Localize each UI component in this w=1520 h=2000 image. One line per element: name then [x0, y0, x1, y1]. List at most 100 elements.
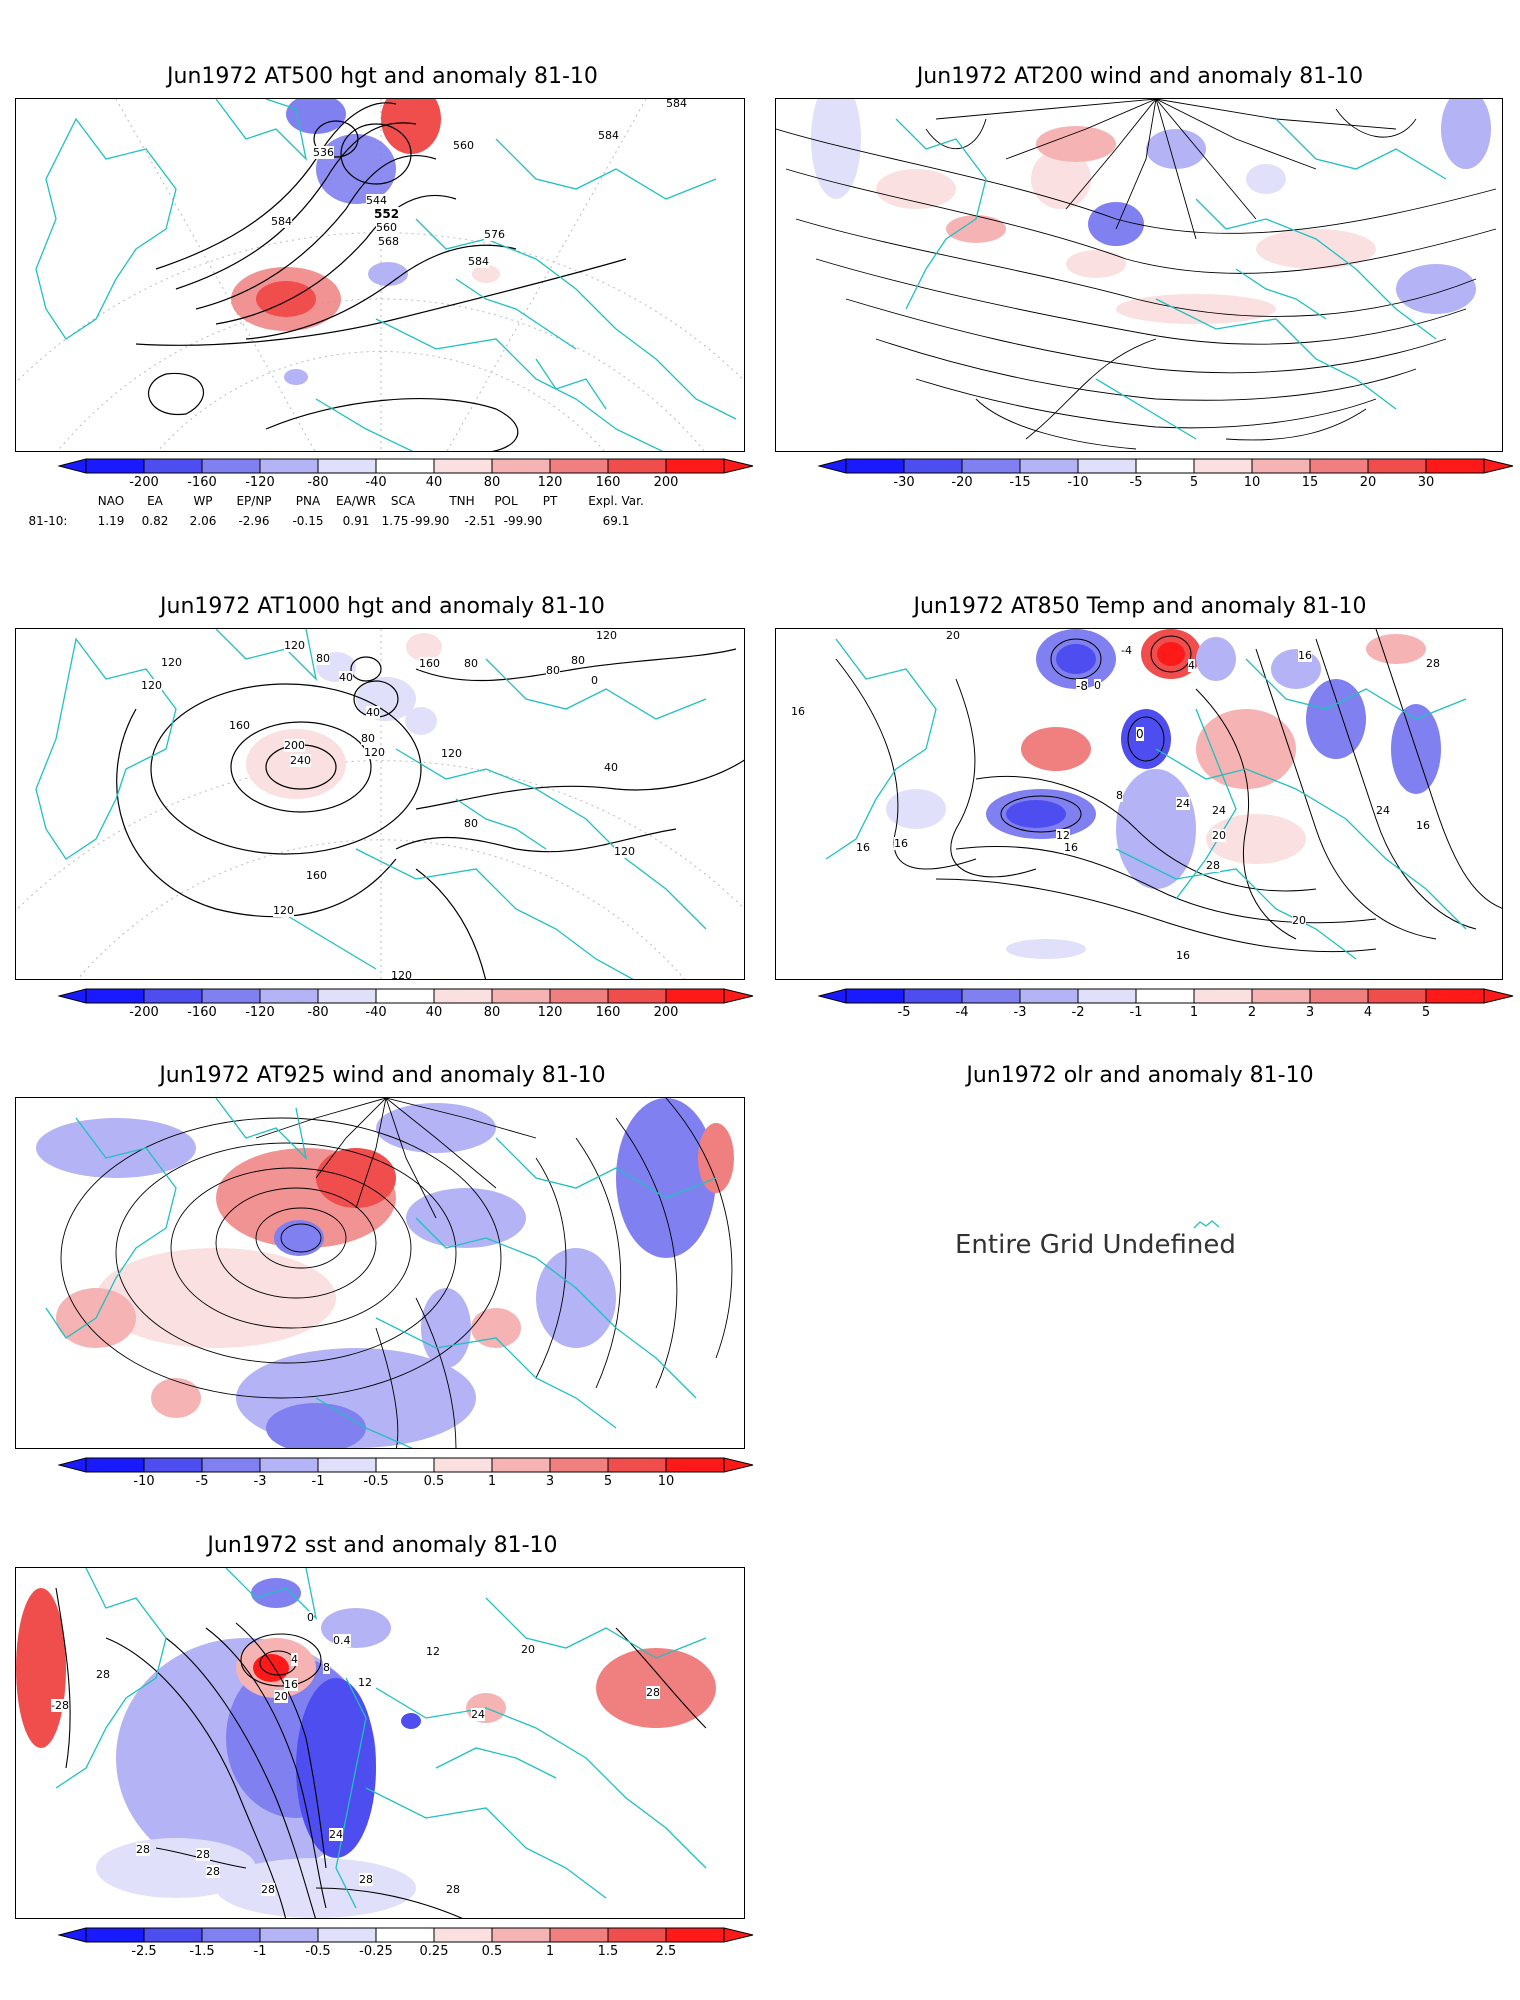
teleconn-header: WP — [193, 494, 213, 508]
colorbar-swatch — [433, 458, 493, 474]
colorbar-swatch — [1251, 988, 1311, 1004]
colorbar-swatch — [607, 1457, 667, 1473]
teleconn-header: Expl. Var. — [588, 494, 644, 508]
contour-label: 24 — [329, 1828, 343, 1841]
colorbar-arrow-high — [1483, 458, 1514, 474]
colorbar-swatch — [961, 988, 1021, 1004]
contour-label: 28 — [1426, 657, 1440, 670]
colorbar-tick-label: -30 — [893, 475, 915, 490]
colorbar-swatch — [491, 458, 551, 474]
colorbar-swatch — [1077, 988, 1137, 1004]
contour-label: 584 — [666, 98, 687, 110]
map-200wind-graphic — [776, 99, 1502, 451]
colorbar-swatch — [549, 1457, 609, 1473]
colorbar-tick-label: -10 — [133, 1474, 155, 1489]
colorbar-tick-label: -0.5 — [363, 1474, 389, 1489]
contour-label: 160 — [419, 657, 440, 670]
colorbar-tick-label: -40 — [365, 475, 387, 490]
colorbar-swatch — [607, 458, 667, 474]
contour-label: 16 — [1176, 949, 1190, 962]
colorbar-swatch — [1193, 458, 1253, 474]
teleconnection-table: NAO EA WP EP/NP PNA EA/WR SCA TNH POL PT… — [0, 494, 760, 534]
colorbar-swatch — [201, 1457, 261, 1473]
colorbar-tick-label: 0.5 — [481, 1944, 503, 1959]
colorbar-arrow-low — [58, 988, 87, 1004]
contour-label: 584 — [468, 255, 489, 268]
colorbar-swatch — [259, 988, 319, 1004]
colorbar-tick-label: 40 — [425, 1005, 443, 1020]
contour-label: 160 — [306, 869, 327, 882]
teleconn-header: EA — [147, 494, 163, 508]
panel-title-1000hgt: Jun1972 AT1000 hgt and anomaly 81-10 — [160, 594, 605, 619]
colorbar-swatch — [201, 458, 261, 474]
colorbar-tick-label: 20 — [1359, 475, 1377, 490]
colorbar-swatch — [1425, 458, 1485, 474]
contour-label: 80 — [361, 732, 375, 745]
colorbar-swatch — [549, 988, 609, 1004]
contour-label: 28 — [96, 1668, 110, 1681]
teleconn-value: 0.82 — [141, 514, 169, 528]
colorbar-tick-label: 40 — [425, 475, 443, 490]
colorbar-swatch — [607, 988, 667, 1004]
colorbar-tick-label: 120 — [537, 475, 563, 490]
map-panel-sst: 28 20 16 12 8 4 0 0.4 12 20 24 28 24 28 … — [15, 1567, 745, 1919]
teleconn-value: 2.06 — [189, 514, 217, 528]
colorbar-swatch — [961, 458, 1021, 474]
colorbar-swatch — [317, 1927, 377, 1943]
contour-label: 24 — [1176, 797, 1190, 810]
colorbar-swatch — [1193, 988, 1253, 1004]
colorbar-tick-label: 3 — [1305, 1005, 1315, 1020]
contour-label: 0 — [1136, 727, 1144, 741]
olr-undefined-message: Entire Grid Undefined — [955, 1230, 1236, 1260]
colorbar-swatch — [433, 1457, 493, 1473]
colorbar-swatch — [665, 1457, 725, 1473]
colorbar-swatch — [85, 1927, 145, 1943]
colorbar-arrow-low — [818, 988, 847, 1004]
colorbar-swatch — [665, 988, 725, 1004]
contour-label: 120 — [141, 679, 162, 692]
colorbar-tick-label: -200 — [129, 1005, 159, 1020]
contour-label: 24 — [1212, 804, 1226, 817]
teleconn-header: PT — [542, 494, 558, 508]
colorbar-arrow-low — [818, 458, 847, 474]
colorbar-swatch — [259, 1927, 319, 1943]
teleconn-value: -0.15 — [292, 514, 324, 528]
colorbar-tick-label: 200 — [653, 1005, 679, 1020]
contour-label: 80 — [546, 664, 560, 677]
colorbar-swatch — [317, 988, 377, 1004]
contour-label: 40 — [604, 761, 618, 774]
contour-label: 20 — [274, 1690, 288, 1703]
colorbar-tick-label: -5 — [195, 1474, 209, 1489]
colorbar-swatch — [143, 458, 203, 474]
panel-title-200wind: Jun1972 AT200 wind and anomaly 81-10 — [916, 64, 1364, 89]
colorbar-swatch — [259, 458, 319, 474]
colorbar-tick-label: 2 — [1247, 1005, 1257, 1020]
map-panel-850temp: 20 -8 -4 4 0 16 28 16 0 8 20 24 12 16 16… — [775, 628, 1503, 980]
contour-label: 120 — [441, 747, 462, 760]
contour-label: -4 — [1121, 644, 1132, 657]
map-panel-200wind — [775, 98, 1503, 452]
contour-label: 200 — [284, 739, 305, 752]
colorbar-swatch — [1135, 458, 1195, 474]
colorbar-swatch — [1019, 458, 1079, 474]
contour-label: 28 — [359, 1873, 373, 1886]
teleconn-value: 1.19 — [97, 514, 125, 528]
contour-label: 40 — [366, 706, 380, 719]
contour-label: 120 — [364, 746, 385, 759]
colorbar-tick-label: -160 — [187, 1005, 217, 1020]
colorbar-swatch — [491, 1457, 551, 1473]
teleconn-value: -2.51 — [464, 514, 496, 528]
colorbar-swatch — [143, 988, 203, 1004]
contour-label: 24 — [471, 1708, 485, 1721]
colorbar-tick-label: 10 — [657, 1474, 675, 1489]
colorbar-arrow-high — [723, 988, 754, 1004]
colorbar-swatch — [1251, 458, 1311, 474]
colorbar-arrow-high — [723, 458, 754, 474]
contour-label: 8 — [323, 1661, 330, 1674]
contour-label: 28 — [1206, 859, 1220, 872]
panel-title-sst: Jun1972 sst and anomaly 81-10 — [207, 1533, 558, 1558]
colorbar-swatch — [375, 988, 435, 1004]
teleconn-value: -99.90 — [410, 514, 450, 528]
contour-label: 120 — [273, 904, 294, 917]
contour-label: 28 — [261, 1883, 275, 1896]
